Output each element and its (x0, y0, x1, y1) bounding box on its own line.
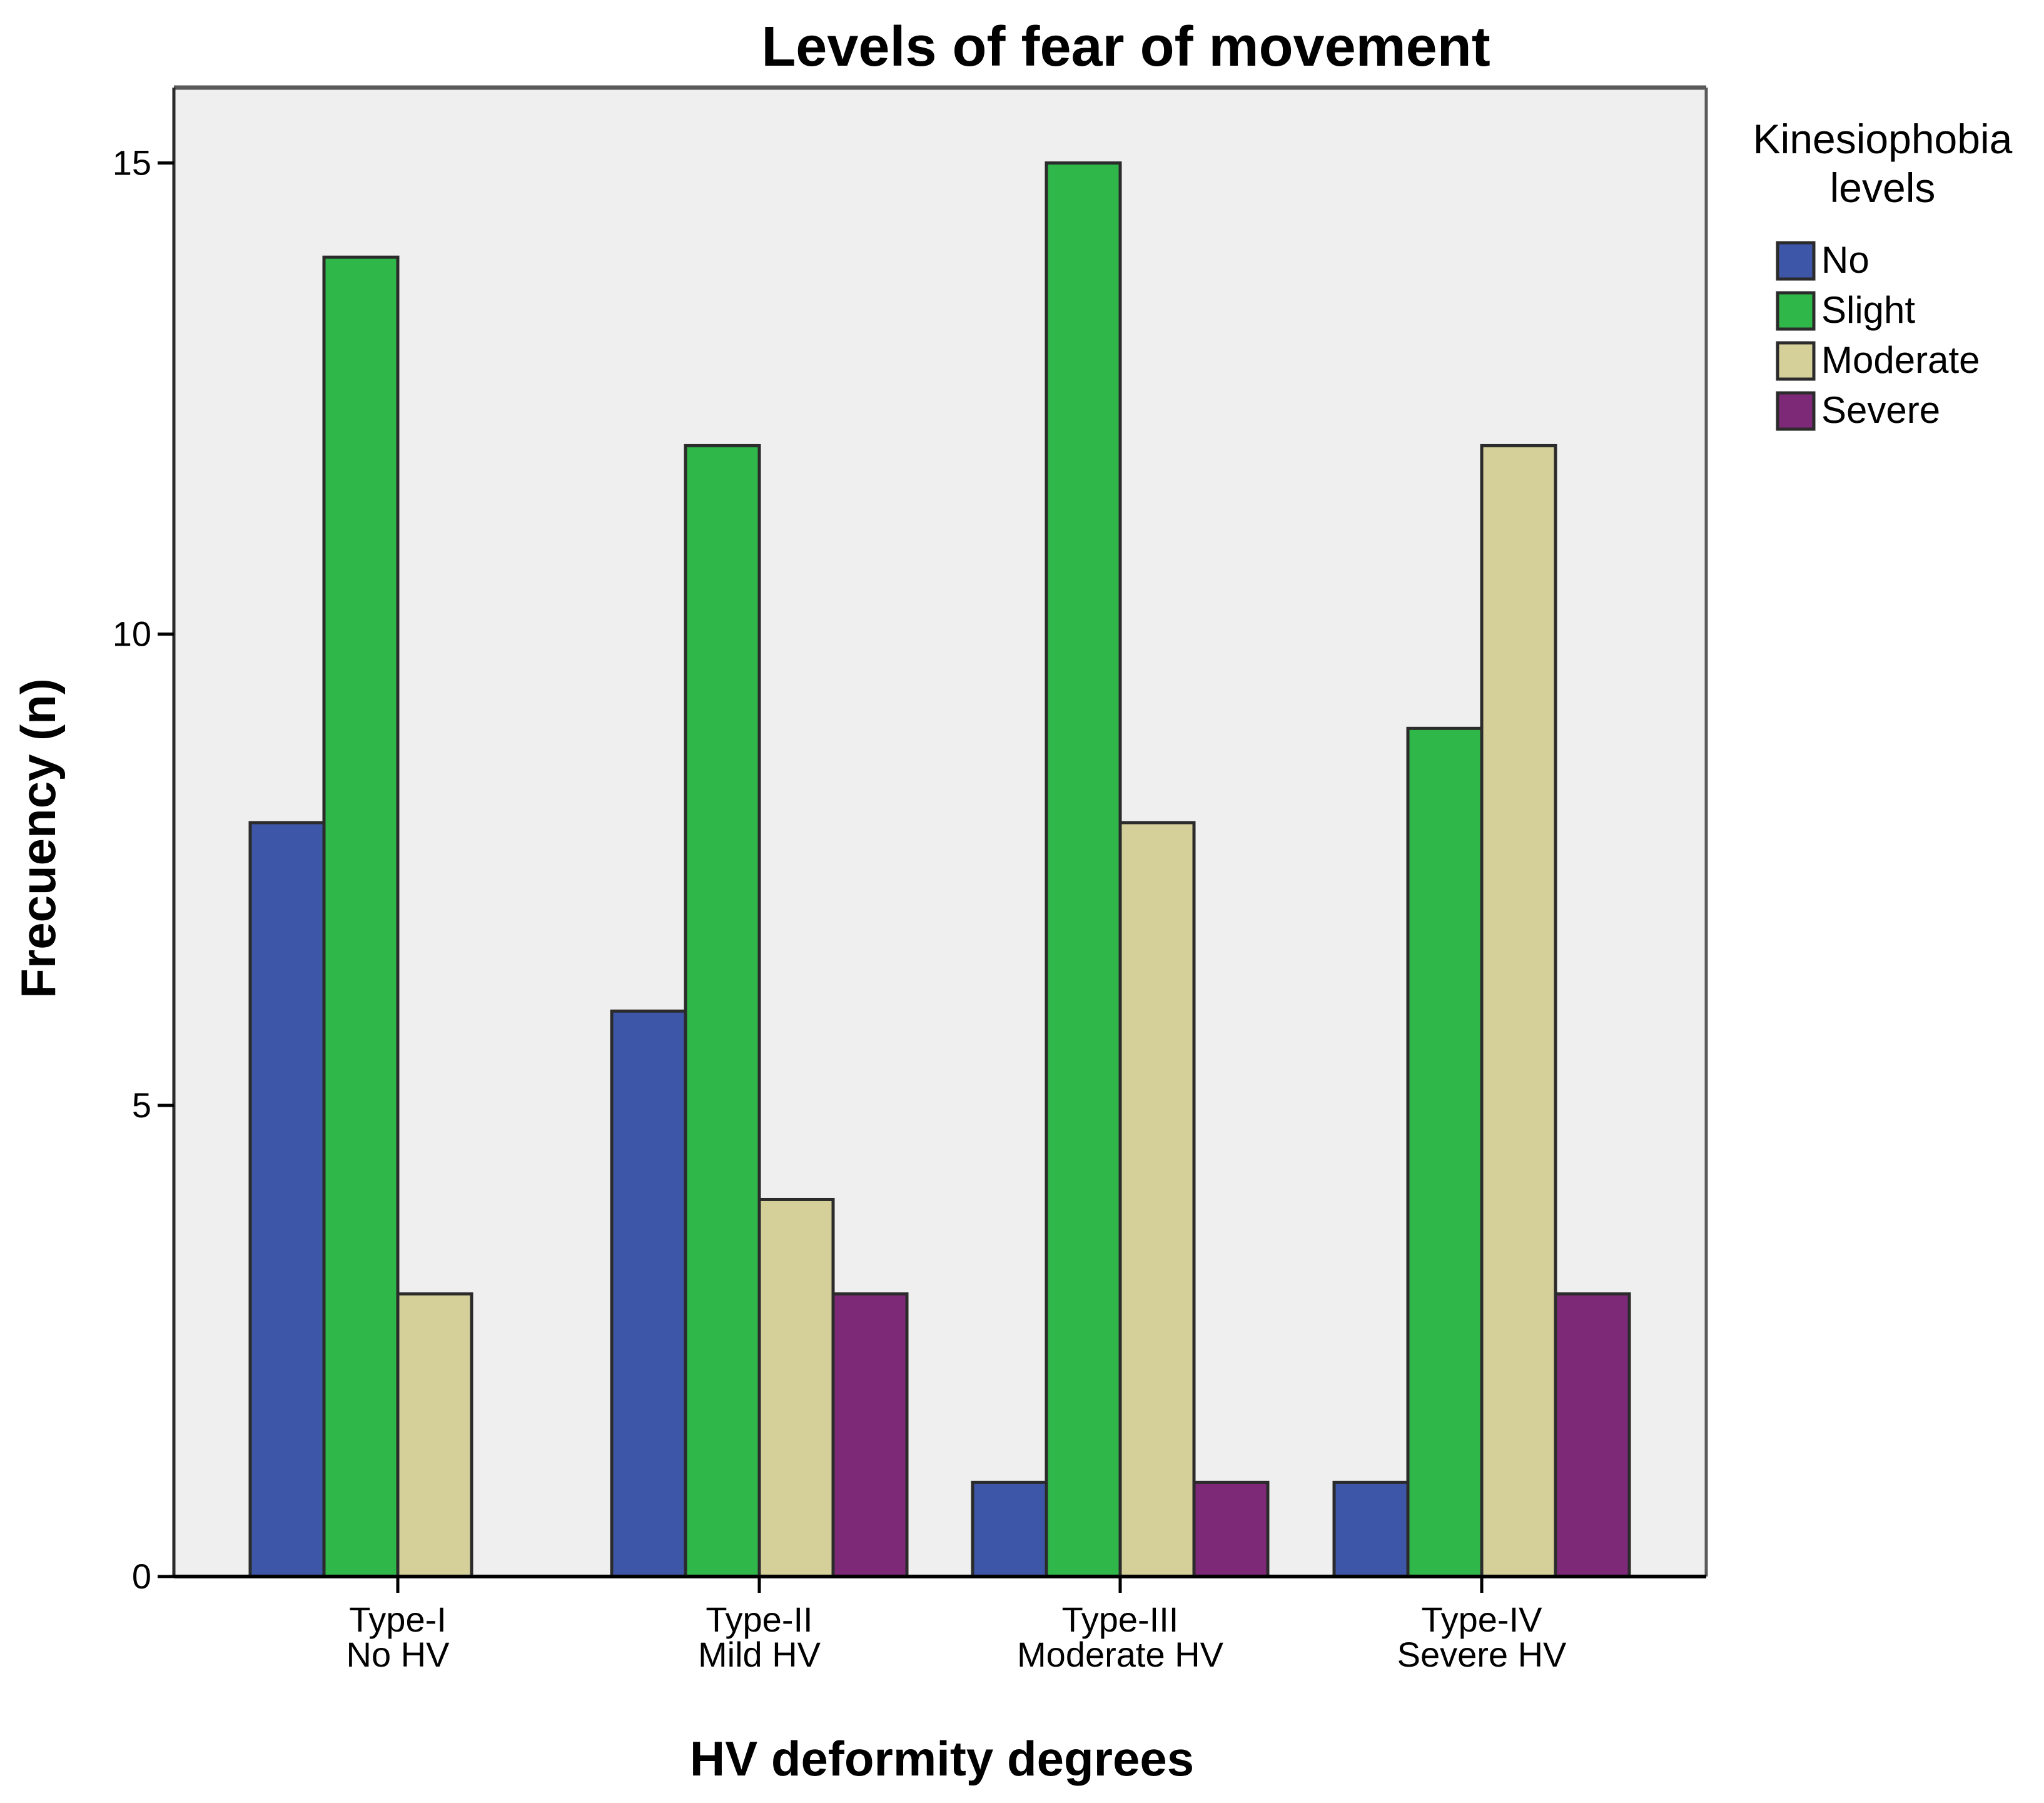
x-axis-title: HV deformity degrees (690, 1731, 1194, 1786)
bar-no-2 (610, 1009, 687, 1578)
bar-moderate-4 (1480, 444, 1557, 1578)
bar-no-4 (1332, 1480, 1410, 1578)
bar-severe-3 (1192, 1480, 1270, 1578)
x-tick-label: Type-IV Severe HV (1397, 1600, 1567, 1674)
legend-swatch-moderate (1776, 341, 1816, 381)
axes: 0 5 10 15 Type-I No HV Type-II Mild HV Type-III M… (113, 85, 1708, 1674)
y-tick-label: 15 (113, 143, 151, 183)
legend-label-severe: Severe (1821, 389, 1940, 431)
y-tick-label: 0 (132, 1557, 151, 1596)
bar-slight-4 (1406, 726, 1484, 1578)
bar-moderate-2 (757, 1197, 835, 1578)
bar-slight-1 (322, 255, 400, 1578)
bar-slight-3 (1045, 161, 1122, 1578)
legend-swatch-severe (1776, 391, 1816, 431)
x-tick-label: Type-III Moderate HV (1017, 1600, 1224, 1674)
y-axis-title: Frecuency (n) (11, 678, 66, 998)
legend-swatch-slight (1776, 291, 1816, 331)
chart-title: Levels of fear of movement (761, 16, 1490, 78)
x-tick-label: Type-I No HV (347, 1600, 450, 1674)
legend-swatch-no (1776, 241, 1816, 281)
legend-label-moderate: Moderate (1821, 339, 1980, 381)
bar-no-1 (248, 821, 326, 1578)
legend-label-no: No (1821, 239, 1869, 281)
legend-label-slight: Slight (1821, 289, 1915, 331)
bar-moderate-3 (1118, 821, 1196, 1578)
y-tick-label: 5 (132, 1085, 151, 1125)
legend: Kinesiophobia levels No Slight Moderate Sever… (1753, 116, 2013, 431)
bar-severe-2 (831, 1292, 909, 1578)
x-tick-label: Type-II Mild HV (698, 1600, 821, 1674)
bar-slight-2 (684, 444, 761, 1578)
bar-severe-4 (1554, 1292, 1631, 1578)
bar-moderate-1 (396, 1292, 473, 1578)
bars (248, 161, 1631, 1578)
y-tick-label: 10 (113, 614, 151, 654)
legend-title: Kinesiophobia levels (1753, 116, 2013, 211)
bar-no-3 (971, 1480, 1048, 1578)
